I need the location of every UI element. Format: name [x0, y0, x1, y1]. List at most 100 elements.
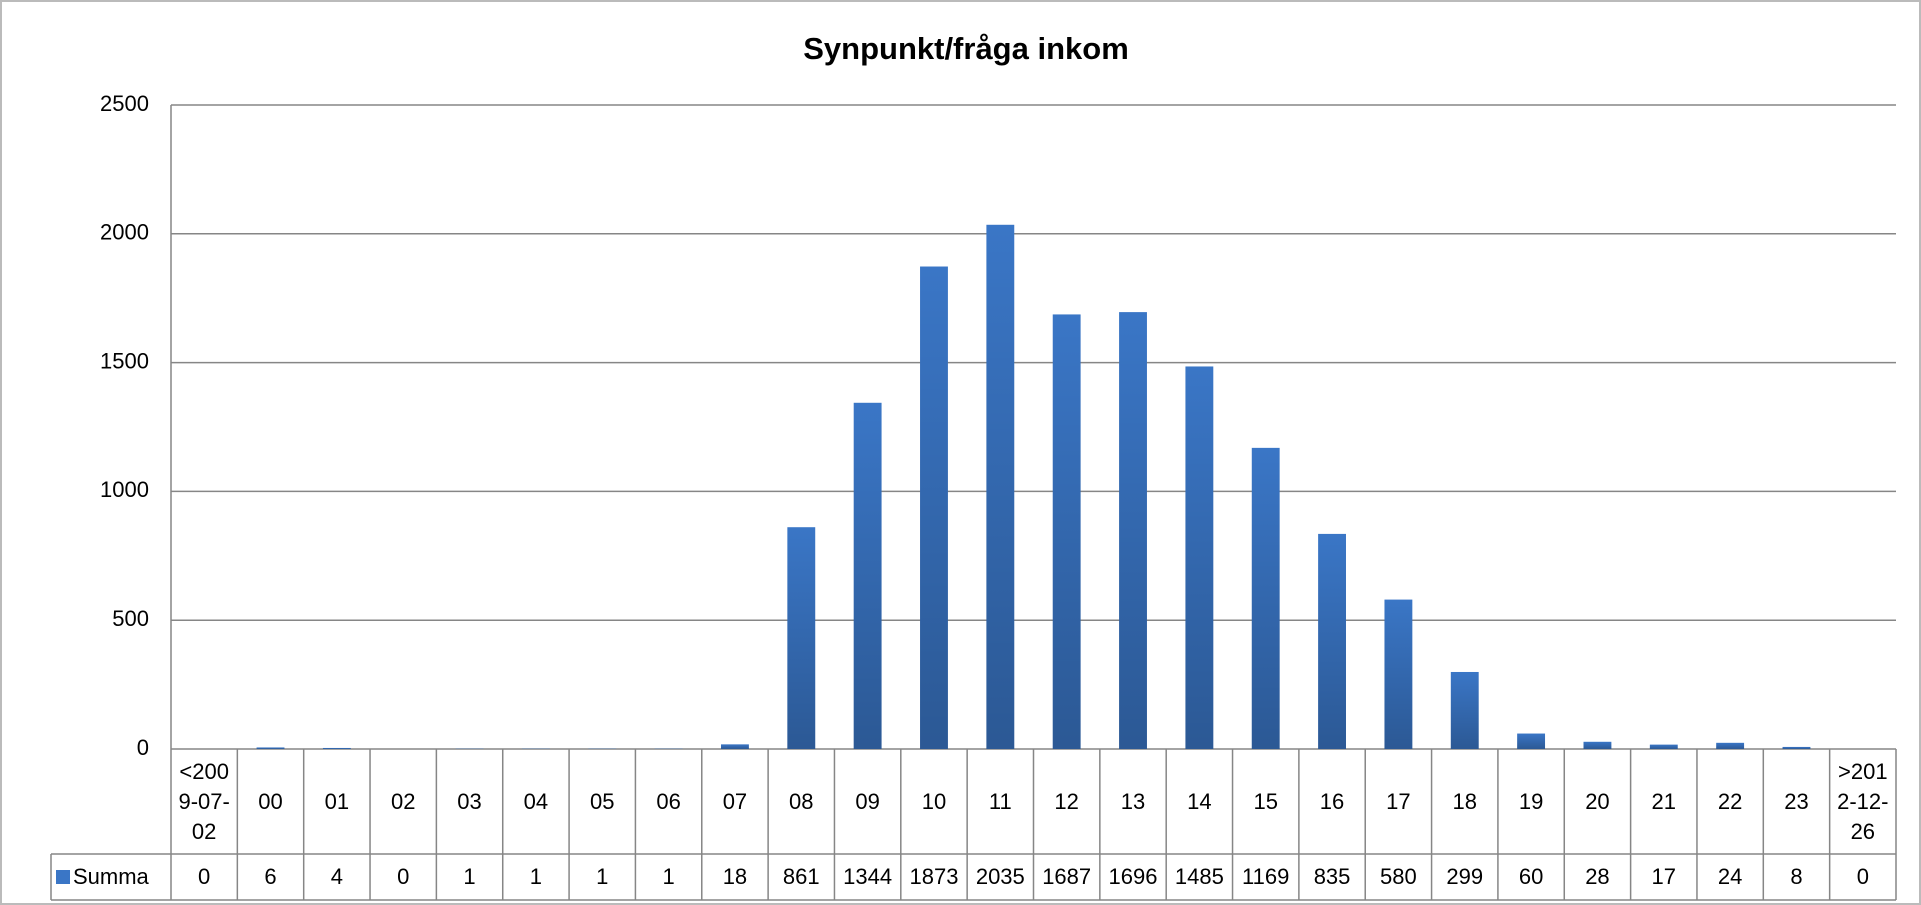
x-tick-label: 03	[457, 788, 482, 814]
bar-group	[1119, 312, 1147, 749]
bar-shade	[1251, 447, 1280, 749]
x-tick-label-box: 09	[855, 789, 879, 814]
bar-shade	[1782, 746, 1811, 749]
data-label: 1344	[843, 864, 893, 889]
x-tick-label-box: 10	[921, 788, 947, 814]
x-tick-label-box: 05	[589, 788, 615, 814]
bar-group	[1251, 447, 1280, 749]
data-label-box: 60	[1518, 864, 1544, 889]
bar-group	[1450, 671, 1479, 749]
legend-label: Summa	[73, 864, 149, 889]
bar-group	[1583, 741, 1612, 749]
bar-shade	[1384, 599, 1413, 749]
x-tick-label: 10	[921, 788, 947, 814]
data-label: 835	[1313, 864, 1351, 889]
data-label: 1873	[909, 864, 959, 889]
x-tick-label: 06	[656, 788, 681, 814]
data-label: 0	[198, 864, 211, 889]
x-tick-label: 02	[390, 788, 416, 814]
x-tick-label: 05	[589, 788, 615, 814]
data-label: 1687	[1042, 864, 1092, 889]
data-label-box: 1	[596, 864, 609, 889]
x-tick-label-box: 11	[989, 789, 1012, 814]
data-label: 1696	[1108, 864, 1158, 889]
bar-group	[322, 747, 351, 749]
x-tick-label: 19	[1518, 788, 1544, 814]
data-label: 1	[596, 864, 609, 889]
data-label-box: 0	[397, 864, 409, 889]
x-tick-label-box: 16	[1320, 789, 1344, 814]
x-tick-label-box: 06	[656, 788, 681, 814]
bar-group	[1318, 533, 1346, 749]
data-label-box: 580	[1380, 864, 1417, 889]
bar-shade	[256, 747, 285, 749]
x-tick-label-box: 19	[1518, 788, 1544, 814]
data-label-box: 4	[330, 864, 343, 889]
bar-group	[1782, 746, 1811, 749]
data-label-box: 1485	[1174, 864, 1224, 889]
data-label: 28	[1585, 864, 1610, 889]
bar-shade	[1450, 671, 1479, 749]
x-tick-label-box: 15	[1253, 788, 1278, 814]
bar-shade	[920, 266, 948, 749]
y-tick-label: 500	[112, 606, 149, 631]
data-label-box: 1	[463, 864, 475, 889]
bar-group	[920, 266, 948, 749]
data-label-box: 1696	[1108, 864, 1158, 889]
y-tick-label: 0	[137, 735, 149, 760]
x-tick-label-box: 14	[1187, 788, 1212, 814]
data-label-box: 1169	[1242, 864, 1290, 889]
data-label: 299	[1446, 864, 1484, 889]
x-tick-label: 12	[1054, 788, 1079, 814]
data-label-box: 28	[1585, 864, 1610, 889]
legend-label-box: Summa	[73, 864, 149, 889]
x-tick-label: 18	[1452, 788, 1477, 814]
bar-group	[1649, 744, 1678, 749]
data-label-box: 835	[1313, 864, 1351, 889]
bar-group	[1185, 366, 1214, 749]
x-tick-label-box: 22	[1717, 788, 1743, 814]
legend-key	[56, 870, 70, 884]
x-tick-label: 14	[1187, 788, 1212, 814]
bar-group	[256, 747, 285, 749]
bar-shade	[1052, 314, 1081, 749]
x-tick-label-box: 21	[1651, 788, 1677, 814]
x-tick-label-box: <2009-07-02	[178, 759, 229, 844]
data-label: 6	[264, 864, 277, 889]
bar-group	[721, 744, 749, 749]
x-tick-label: 15	[1253, 788, 1278, 814]
data-label-box: 8	[1790, 864, 1803, 889]
x-tick-label: 22	[1717, 788, 1743, 814]
x-tick-label: 00	[258, 788, 283, 814]
data-label-box: 1	[662, 864, 674, 889]
data-label-box: 1687	[1042, 864, 1092, 889]
data-label: 60	[1518, 864, 1544, 889]
data-label-box: 861	[782, 864, 820, 889]
x-tick-label: 20	[1585, 788, 1610, 814]
bar-shade	[1583, 741, 1612, 749]
x-tick-label: 17	[1386, 788, 1411, 814]
chart-title: Synpunkt/fråga inkom	[803, 31, 1129, 66]
data-label: 8	[1790, 864, 1803, 889]
bar-group	[1517, 733, 1546, 749]
data-label: 2035	[975, 864, 1025, 889]
bar-shade	[1119, 312, 1147, 749]
bar-group	[787, 527, 816, 749]
bar-shade	[1716, 742, 1745, 749]
data-label: 1485	[1174, 864, 1224, 889]
x-tick-label-box: 02	[390, 788, 416, 814]
x-tick-label: 08	[789, 788, 814, 814]
x-tick-label-box: 23	[1784, 789, 1808, 814]
x-tick-label: 01	[324, 788, 350, 814]
x-tick-label: >2012-12-26	[1837, 758, 1889, 844]
y-tick-label: 1000	[100, 477, 149, 502]
data-label-box: 18	[723, 864, 747, 889]
x-tick-label: 21	[1651, 788, 1677, 814]
data-label: 24	[1717, 864, 1743, 889]
bar-shade	[1517, 733, 1546, 749]
data-label: 4	[330, 864, 343, 889]
data-label: 1169	[1242, 864, 1290, 889]
data-label: 861	[782, 864, 820, 889]
